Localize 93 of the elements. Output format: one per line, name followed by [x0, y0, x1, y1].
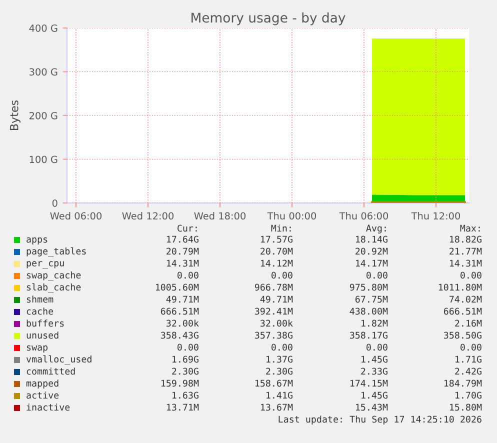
text: 358.50G	[444, 332, 482, 339]
legend-label: active	[26, 392, 59, 399]
legend-label: page_tables	[26, 247, 86, 257]
text: 438.00M	[350, 308, 388, 315]
text: 0.00	[272, 272, 292, 279]
text: 0.00	[178, 344, 198, 351]
text: 2.16M	[455, 320, 482, 327]
text: 1.69G	[172, 356, 198, 363]
text: 14.31M	[166, 260, 199, 267]
text: 14.31M	[450, 260, 482, 267]
text: 1.41G	[266, 392, 292, 399]
text: 0.00	[272, 344, 292, 351]
text: 0.00	[366, 272, 388, 279]
text: 1.70G	[456, 392, 482, 399]
text: 17.64G	[166, 236, 198, 243]
text: 20.70M	[260, 248, 293, 255]
text: 666.51M	[160, 308, 199, 315]
text: 0.00	[366, 344, 388, 351]
text: 666.51M	[444, 308, 482, 315]
text: 1.45G	[362, 356, 388, 363]
text: 32.00k	[166, 320, 199, 327]
text: 15.43M	[356, 404, 388, 411]
text: 2.30G	[266, 368, 292, 375]
text: 17.57G	[260, 236, 292, 243]
text: 159.98M	[161, 380, 199, 387]
x-tick-label: Wed 12:00	[122, 212, 174, 220]
text: 158.67M	[255, 380, 293, 387]
legend-label: swap_cache	[26, 271, 81, 281]
text: Min:	[271, 224, 291, 232]
text: 1.37G	[266, 356, 292, 363]
text: 174.15M	[350, 380, 388, 387]
text: Avg:	[366, 224, 386, 234]
legend-label: shmem	[26, 296, 54, 303]
text: 67.75M	[355, 296, 388, 303]
text: 0.00	[178, 272, 198, 279]
text: 13.67M	[260, 404, 293, 411]
text: 20.92M	[356, 248, 388, 255]
legend-label: inactive	[26, 404, 70, 411]
text: 966.78M	[254, 284, 293, 291]
y-tick-label: 200 G	[30, 112, 58, 120]
x-tick-label: Thu 12:00	[411, 212, 460, 220]
legend-label: apps	[26, 237, 48, 244]
legend-label: vmalloc_used	[26, 355, 92, 365]
legend-label: mapped	[26, 380, 58, 388]
text: 1.71G	[456, 356, 482, 363]
text: 49.71M	[166, 296, 199, 303]
x-tick-label: Thu 06:00	[339, 212, 388, 220]
text: Max:	[460, 224, 480, 232]
text: 357.38G	[254, 332, 292, 339]
text: 14.12M	[260, 260, 293, 267]
legend-label: unused	[26, 332, 58, 339]
text: 1005.60M	[156, 284, 199, 291]
text: 32.00k	[260, 320, 293, 327]
legend-label: swap	[26, 345, 48, 352]
text: 13.71M	[166, 404, 199, 411]
text: 1.82M	[362, 320, 388, 327]
chart-title: Memory usage - by day	[192, 12, 346, 26]
y-tick-label: 100 G	[30, 156, 58, 164]
text: 358.43G	[160, 332, 198, 339]
text: 0.00	[460, 272, 482, 279]
text: 14.17M	[356, 260, 388, 267]
y-tick-label: 400 G	[29, 24, 58, 32]
text: Cur:	[178, 224, 197, 232]
text: 2.33G	[361, 368, 388, 375]
legend-label: per_cpu	[26, 261, 64, 268]
text: 1.45G	[362, 392, 388, 399]
text: 15.80M	[450, 404, 482, 411]
y-axis-title: Bytes	[10, 100, 20, 130]
y-tick-label: 300 G	[30, 68, 58, 76]
text: 975.80M	[350, 284, 388, 291]
text: 21.77M	[450, 248, 482, 255]
text: 74.02M	[450, 296, 482, 303]
x-tick-label: Thu 00:00	[267, 212, 316, 220]
text: 18.82G	[450, 236, 482, 243]
text: 1.63G	[172, 392, 198, 399]
legend-label: cache	[26, 308, 54, 315]
x-tick-label: Wed 18:00	[194, 212, 246, 220]
text: 49.71M	[260, 296, 293, 303]
legend-label: buffers	[26, 320, 64, 327]
text: 1011.80M	[438, 284, 482, 291]
y-tick-label: 0	[52, 199, 58, 207]
text: 0.00	[460, 344, 482, 351]
text: 184.79M	[444, 380, 482, 387]
text: 2.42G	[455, 368, 482, 375]
legend-label: committed	[26, 368, 75, 375]
text: Last update: Thu Sep 17 14:25:10 2026	[278, 416, 482, 424]
text: 2.30G	[172, 368, 198, 375]
text: 20.79M	[166, 248, 199, 255]
x-tick-label: Wed 06:00	[50, 212, 102, 220]
legend-label: slab_cache	[26, 283, 81, 293]
text: 392.41M	[254, 308, 293, 315]
text: 18.14G	[356, 236, 388, 243]
text: 358.17G	[350, 332, 388, 339]
